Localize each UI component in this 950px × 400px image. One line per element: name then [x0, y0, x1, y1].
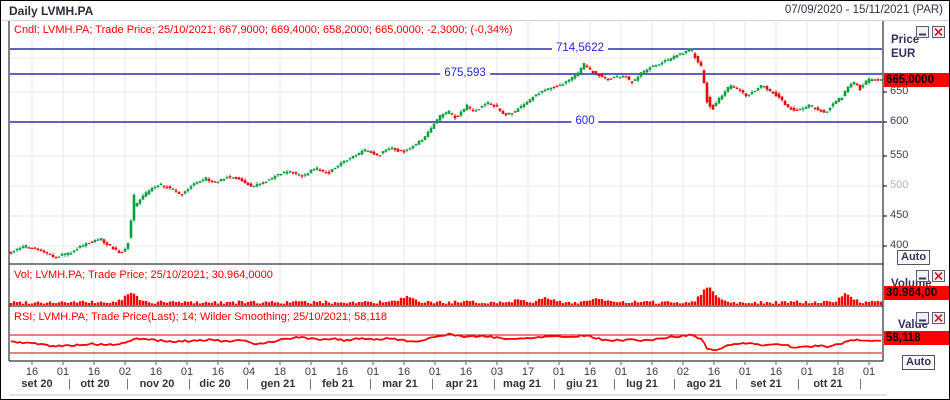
- month-separator: |: [613, 378, 616, 390]
- price-axis-title: Price: [891, 34, 920, 46]
- day-tick-label: 16: [87, 366, 101, 378]
- day-tick-label: 01: [738, 366, 752, 378]
- price-auto-button[interactable]: Auto: [897, 250, 931, 265]
- month-label: giu 21: [566, 378, 598, 390]
- month-separator: |: [126, 378, 129, 390]
- price-tick-label: 400: [890, 239, 909, 251]
- day-tick-label: 16: [459, 366, 473, 378]
- month-separator: |: [553, 378, 556, 390]
- day-tick-label: 16: [397, 366, 411, 378]
- month-label: dic 20: [199, 378, 231, 390]
- month-label: apr 21: [445, 378, 479, 390]
- price-level-label[interactable]: 714,5622: [552, 42, 608, 54]
- month-separator: |: [309, 378, 312, 390]
- restore-icon[interactable]: [916, 312, 929, 324]
- day-tick-label: 03: [490, 366, 504, 378]
- volume-panel-controls: [916, 270, 945, 282]
- day-tick-label: 04: [242, 366, 256, 378]
- day-tick-label: 18: [831, 366, 845, 378]
- month-label: ago 21: [686, 378, 722, 390]
- rsi-auto-button[interactable]: Auto: [902, 355, 936, 370]
- day-tick-label: 16: [211, 366, 225, 378]
- month-label: gen 21: [260, 378, 296, 390]
- month-separator: |: [431, 378, 434, 390]
- price-tick-label: 450: [890, 209, 909, 221]
- day-tick-label: 01: [862, 366, 876, 378]
- close-icon[interactable]: [932, 270, 945, 282]
- day-tick-label: 18: [273, 366, 287, 378]
- price-tick-label: 500: [890, 179, 909, 191]
- month-separator: |: [493, 378, 496, 390]
- close-icon[interactable]: [932, 312, 945, 324]
- price-axis-currency: EUR: [891, 48, 916, 60]
- rsi-legend: RSI; LVMH.PA; Trade Price(Last); 14; Wil…: [14, 311, 387, 323]
- month-label: ott 20: [80, 378, 110, 390]
- restore-icon[interactable]: [916, 26, 929, 38]
- month-label: lug 21: [626, 378, 658, 390]
- price-tick-label: 550: [890, 149, 909, 161]
- rsi-value-badge: 58,118: [884, 331, 949, 345]
- last-price-badge: 665,0000: [884, 73, 949, 87]
- day-tick-label: 02: [118, 366, 132, 378]
- month-label: mag 21: [503, 378, 541, 390]
- rsi-plot: [10, 332, 882, 354]
- day-tick-label: 01: [56, 366, 70, 378]
- month-separator: |: [246, 378, 249, 390]
- volume-value-badge: 30.964,00: [884, 286, 949, 300]
- price-level-label[interactable]: 675,593: [440, 67, 490, 79]
- panel-frame: [8, 21, 887, 396]
- day-tick-label: 02: [676, 366, 690, 378]
- day-tick-label: 16: [707, 366, 721, 378]
- day-tick-label: 01: [428, 366, 442, 378]
- price-panel-controls: [916, 26, 945, 38]
- month-label: ott 21: [813, 378, 843, 390]
- header-divider: [1, 20, 949, 21]
- rsi-panel-controls: [916, 312, 945, 324]
- month-separator: |: [735, 378, 738, 390]
- day-tick-label: 16: [335, 366, 349, 378]
- day-tick-label: 16: [769, 366, 783, 378]
- close-icon[interactable]: [932, 26, 945, 38]
- price-level-label[interactable]: 600: [571, 115, 599, 127]
- month-separator: |: [369, 378, 372, 390]
- day-tick-label: 01: [552, 366, 566, 378]
- month-separator: |: [859, 378, 862, 390]
- month-separator: |: [68, 378, 71, 390]
- day-tick-label: 01: [614, 366, 628, 378]
- date-range: 07/09/2020 - 15/11/2021 (PAR): [784, 4, 943, 16]
- day-tick-label: 16: [583, 366, 597, 378]
- month-label: set 21: [750, 378, 782, 390]
- price-legend: Cndl; LVMH.PA; Trade Price; 25/10/2021; …: [14, 24, 513, 36]
- price-tick-label: 600: [890, 115, 909, 127]
- volume-legend: Vol; LVMH.PA; Trade Price; 25/10/2021; 3…: [14, 269, 273, 281]
- month-label: nov 20: [139, 378, 175, 390]
- day-tick-label: 01: [304, 366, 318, 378]
- day-tick-label: 01: [800, 366, 814, 378]
- candlesticks: [9, 48, 883, 259]
- day-tick-label: 01: [366, 366, 380, 378]
- day-tick-label: 01: [180, 366, 194, 378]
- month-label: set 20: [21, 378, 53, 390]
- day-tick-label: 16: [25, 366, 39, 378]
- price-level-lines: [10, 48, 882, 123]
- price-tick-label: 650: [890, 85, 909, 97]
- day-tick-label: 16: [149, 366, 163, 378]
- page-title: Daily LVMH.PA: [9, 4, 94, 18]
- volume-bars: [9, 287, 883, 305]
- day-tick-label: 16: [645, 366, 659, 378]
- restore-icon[interactable]: [916, 270, 929, 282]
- month-label: mar 21: [382, 378, 418, 390]
- month-label: feb 21: [322, 378, 354, 390]
- month-separator: |: [673, 378, 676, 390]
- month-separator: |: [188, 378, 191, 390]
- month-separator: |: [797, 378, 800, 390]
- day-tick-label: 17: [521, 366, 535, 378]
